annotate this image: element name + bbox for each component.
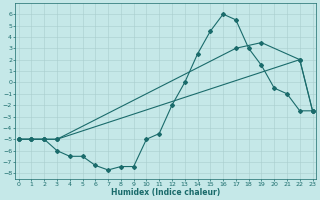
X-axis label: Humidex (Indice chaleur): Humidex (Indice chaleur) bbox=[111, 188, 220, 197]
